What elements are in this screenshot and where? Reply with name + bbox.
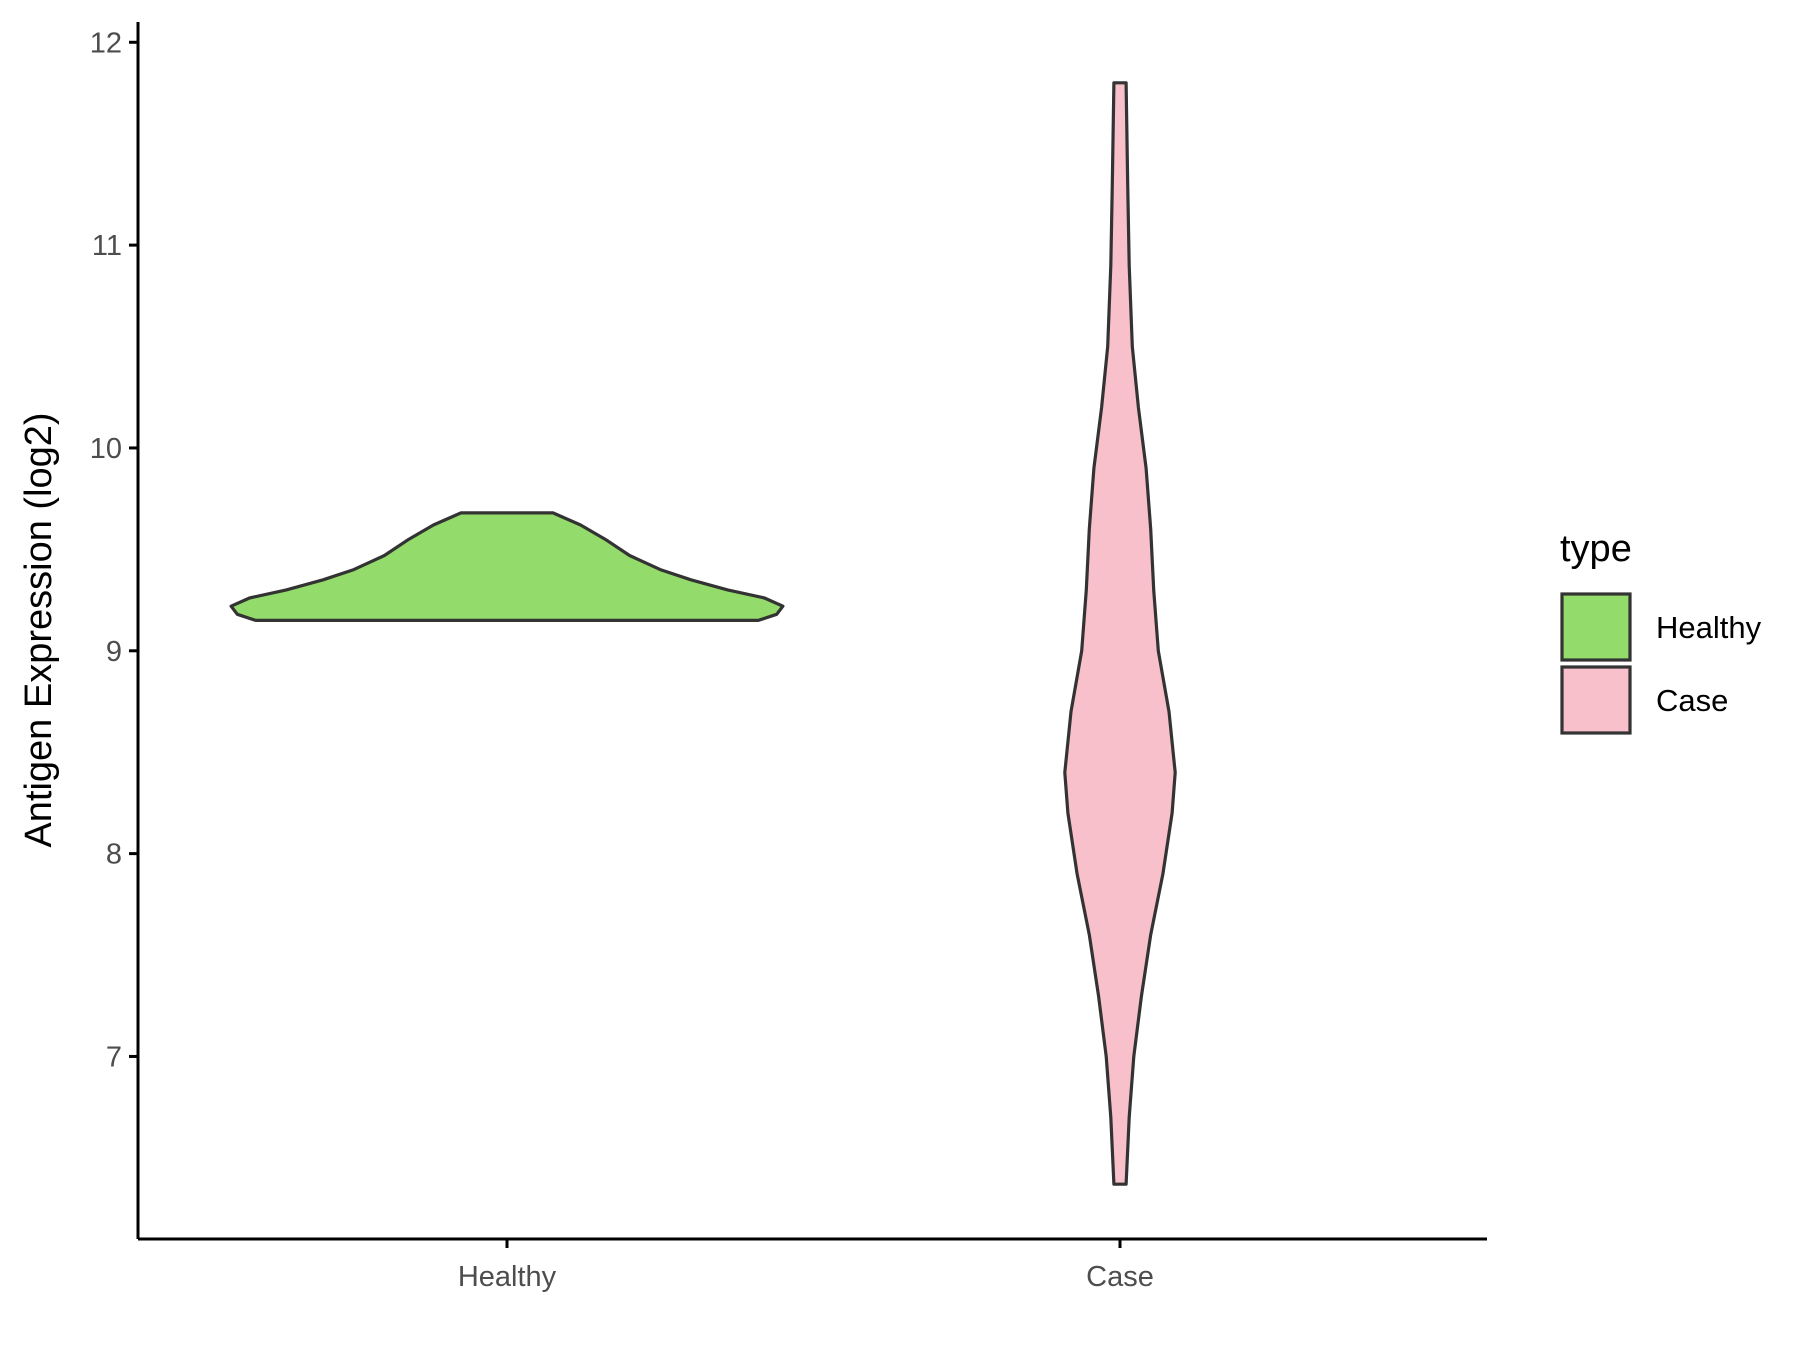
legend-label: Case — [1656, 683, 1728, 718]
y-tick-label: 12 — [90, 27, 122, 59]
axes — [136, 22, 1487, 1241]
y-tick-label: 10 — [90, 433, 122, 465]
y-axis-title: Antigen Expression (log2) — [18, 412, 60, 847]
legend-key-case — [1560, 665, 1632, 735]
y-tick-label: 11 — [92, 230, 122, 262]
y-tick-label: 7 — [106, 1041, 122, 1073]
plot-area — [229, 81, 1177, 1186]
violin-healthy — [229, 511, 785, 622]
legend-key-healthy — [1560, 592, 1632, 662]
x-tick-label: Healthy — [458, 1261, 557, 1293]
legend-label: Healthy — [1656, 610, 1762, 645]
x-ticks: Healthy Case — [458, 1239, 1154, 1293]
y-tick-label: 8 — [106, 839, 122, 871]
violin-case — [1063, 81, 1177, 1186]
x-tick-label: Case — [1086, 1261, 1154, 1293]
legend: type Healthy Case — [1560, 528, 1762, 735]
y-tick-label: 9 — [106, 636, 122, 668]
y-ticks: 7 8 9 10 11 12 — [90, 27, 138, 1073]
legend-title: type — [1560, 528, 1632, 570]
